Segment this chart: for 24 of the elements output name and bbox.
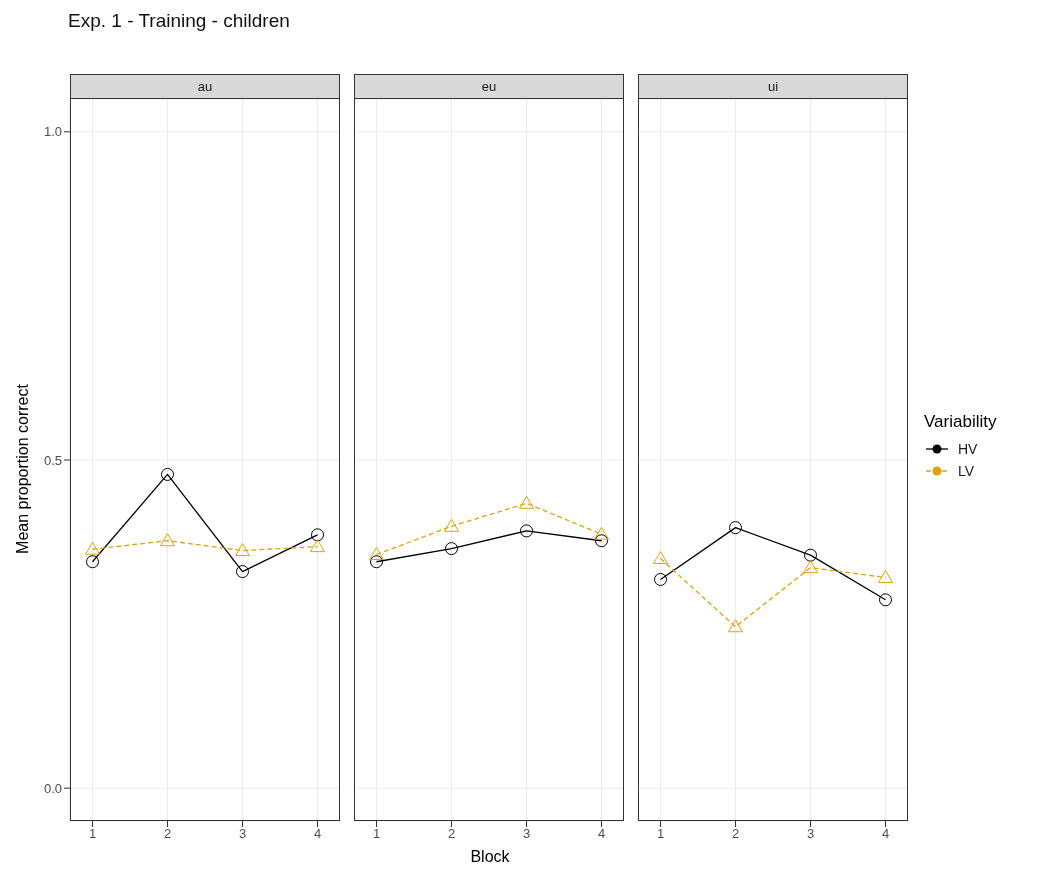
y-tick-label: 0.5	[43, 452, 62, 468]
x-tick-label: 4	[881, 826, 890, 842]
chart-subtitle: au	[70, 74, 340, 99]
x-tick-label: 3	[522, 826, 531, 842]
x-tick-label: 2	[447, 826, 456, 842]
y-axis-title: Mean proportion correct	[14, 384, 32, 554]
x-tick-label: 4	[597, 826, 606, 842]
chart-subtitle: eu	[354, 74, 624, 99]
x-tick-label: 1	[372, 826, 381, 842]
x-tick-label: 2	[731, 826, 740, 842]
x-tick-label: 4	[313, 826, 322, 842]
x-tick-label: 1	[656, 826, 665, 842]
x-axis-title: Block	[469, 848, 511, 866]
y-tick-label: 0.0	[43, 780, 62, 796]
chart-title: Exp. 1 - Training - children	[68, 10, 290, 32]
x-tick-label: 1	[88, 826, 97, 842]
legend-label: HV	[958, 441, 978, 457]
legend-label: LV	[958, 463, 975, 479]
chart-subtitle: ui	[638, 74, 908, 99]
y-tick-label: 1.0	[43, 124, 62, 140]
x-tick-label: 3	[238, 826, 247, 842]
legend-title: Variability	[924, 412, 997, 432]
x-tick-label: 2	[163, 826, 172, 842]
x-tick-label: 3	[806, 826, 815, 842]
